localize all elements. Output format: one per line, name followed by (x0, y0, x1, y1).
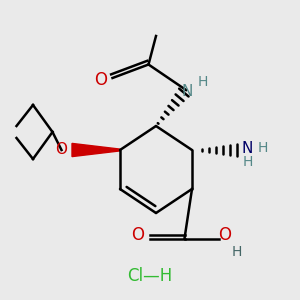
Text: O: O (218, 226, 232, 244)
Text: H: H (197, 76, 208, 89)
Text: H: H (232, 245, 242, 259)
Text: N: N (242, 141, 253, 156)
Text: O: O (131, 226, 145, 244)
Text: Cl—H: Cl—H (128, 267, 172, 285)
Text: H: H (242, 155, 253, 169)
Text: O: O (56, 142, 68, 158)
Polygon shape (72, 143, 120, 157)
Text: O: O (94, 71, 108, 89)
Text: N: N (182, 84, 193, 99)
Text: H: H (257, 142, 268, 155)
